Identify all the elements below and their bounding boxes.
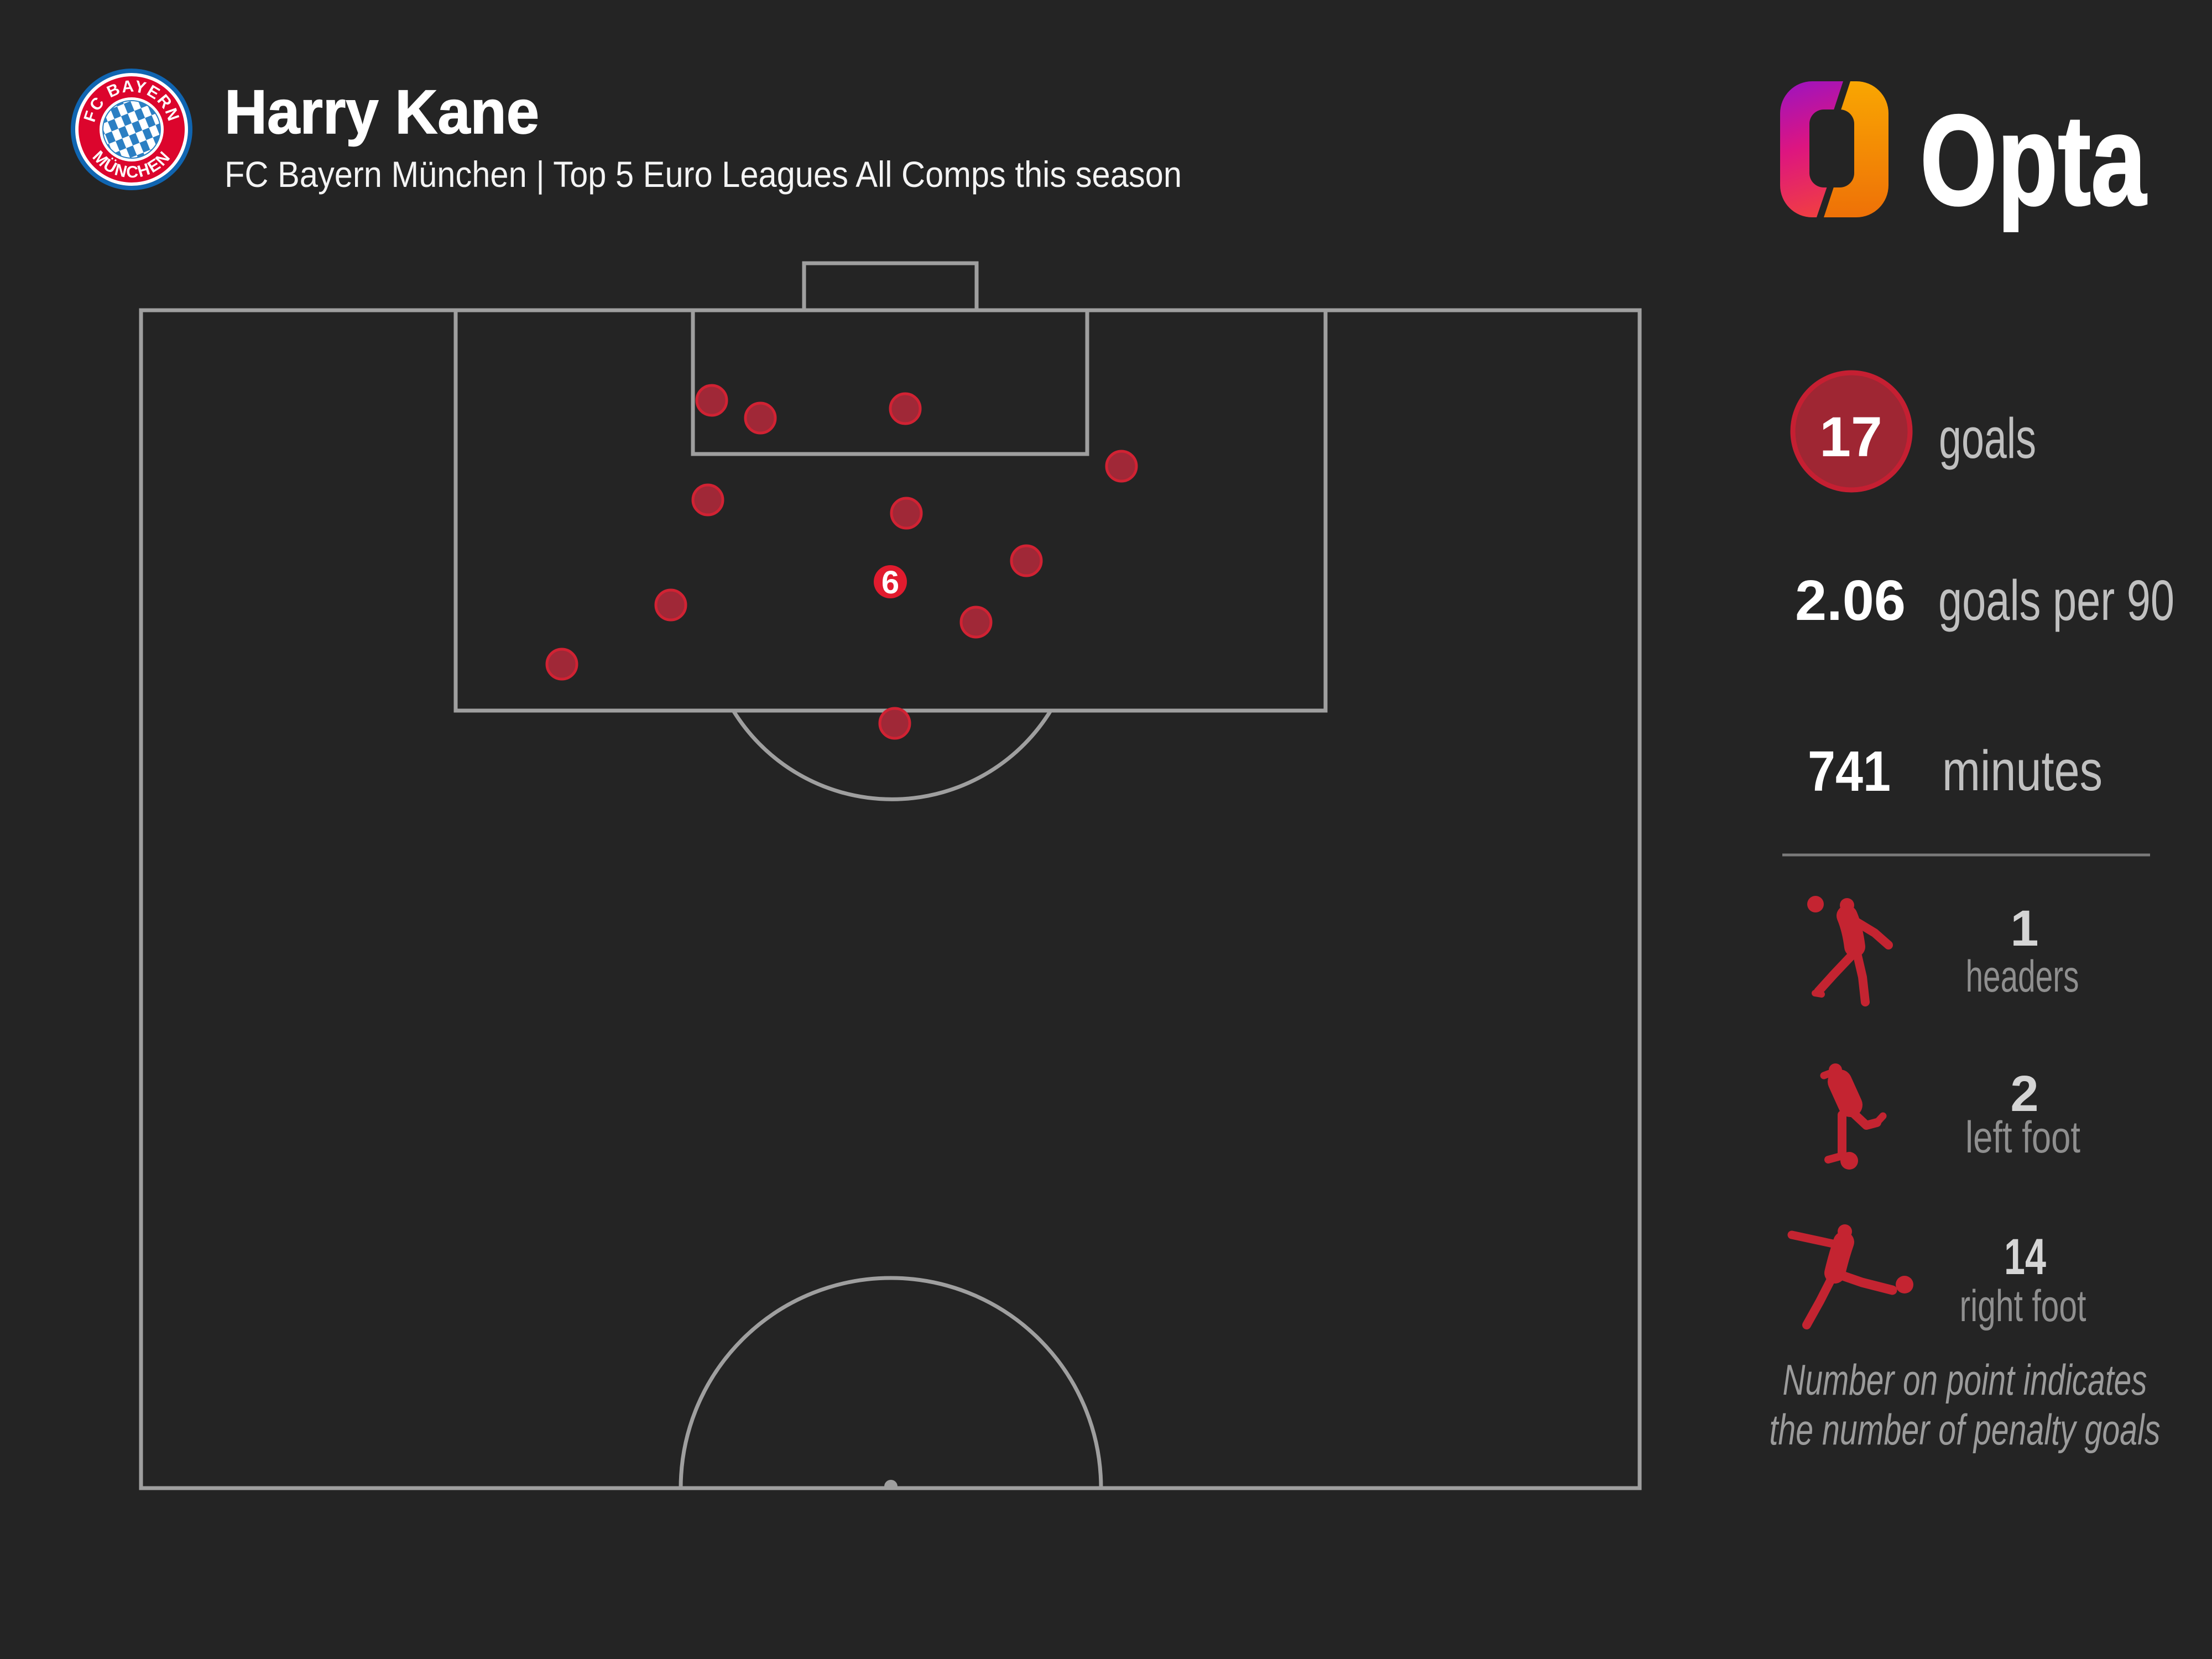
svg-text:2: 2 (2010, 1066, 2038, 1122)
svg-text:1: 1 (2010, 900, 2038, 957)
svg-text:2.06: 2.06 (1795, 568, 1906, 632)
svg-text:minutes: minutes (1942, 739, 2103, 802)
svg-text:goals per 90: goals per 90 (1938, 568, 2174, 632)
svg-text:741: 741 (1808, 739, 1891, 803)
svg-text:FC Bayern München | Top 5 Euro: FC Bayern München | Top 5 Euro Leagues A… (225, 154, 1182, 195)
svg-text:left foot: left foot (1965, 1113, 2080, 1162)
svg-text:right foot: right foot (1960, 1281, 2086, 1331)
svg-text:goals: goals (1939, 406, 2036, 470)
svg-text:Opta: Opta (1920, 88, 2147, 232)
svg-text:Number on point indicates: Number on point indicates (1783, 1355, 2147, 1404)
svg-text:17: 17 (1819, 405, 1882, 468)
svg-text:headers: headers (1966, 952, 2079, 1001)
svg-text:Harry Kane: Harry Kane (225, 77, 539, 147)
svg-text:14: 14 (2004, 1229, 2046, 1285)
svg-text:6: 6 (881, 565, 899, 601)
svg-text:the number of penalty goals: the number of penalty goals (1770, 1405, 2161, 1454)
